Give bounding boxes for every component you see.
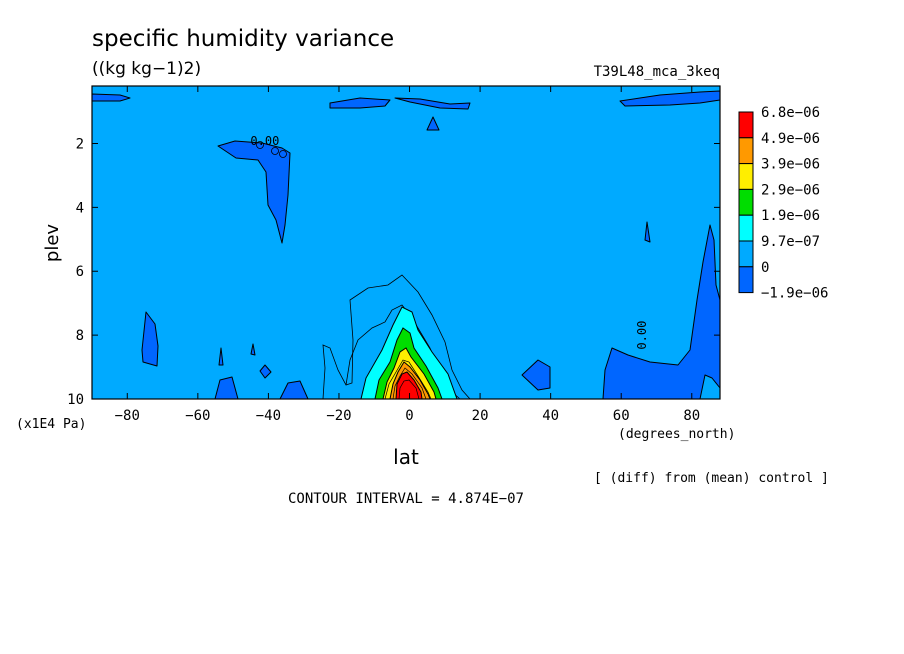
contour-label: 0.00	[635, 321, 649, 350]
neg-region-northern-lower	[602, 224, 721, 400]
neg-region-upper-mid	[329, 97, 391, 109]
neg-region-thin-northern	[644, 221, 651, 243]
neg-region-small-1	[218, 347, 224, 366]
neg-region-upper-eq	[394, 97, 471, 110]
contour-loop-2	[271, 147, 279, 155]
inner-contour-3	[398, 379, 420, 400]
colorbar-label: 3.9e−06	[761, 157, 820, 173]
colorbar-swatch	[738, 163, 754, 190]
neg-region-southern-subtropics	[217, 140, 291, 244]
colorbar-swatch	[738, 240, 754, 268]
x-tick-label: −40	[256, 408, 281, 424]
colorbar-swatch	[738, 111, 754, 139]
colorbar-swatch	[738, 214, 754, 242]
colorbar-label: 9.7e−07	[761, 234, 820, 250]
neg-region-bottom-mid	[521, 359, 551, 391]
inner-contour-2	[392, 367, 427, 400]
contour-loop-3	[279, 150, 287, 158]
x-tick-label: −60	[185, 408, 210, 424]
colorbar-label: 1.9e−06	[761, 208, 820, 224]
neg-region-spike	[426, 116, 440, 131]
x-tick-label: 80	[683, 408, 700, 424]
inner-contour-1	[384, 359, 432, 400]
colorbar-label: 6.8e−06	[761, 105, 820, 121]
y-tick-label: 2	[76, 136, 84, 152]
colorbar-label: 4.9e−06	[761, 131, 820, 147]
y-tick-label: 8	[76, 328, 84, 344]
contour-labels: 0.00 0.00	[250, 134, 648, 349]
y-axis: 2 4 6 8 10	[67, 136, 720, 408]
colorbar: 6.8e−06 4.9e−06 3.9e−06 2.9e−06 1.9e−06 9.7e−…	[738, 105, 828, 302]
x-axis-units: (degrees_north)	[618, 427, 735, 442]
run-label: T39L48_mca_3keq	[594, 64, 720, 80]
plot-area: 0.00 0.00	[91, 85, 721, 400]
positive-plume	[360, 306, 458, 400]
chart-subtitle: ((kg kg−1)2)	[92, 59, 201, 79]
colorbar-swatch	[738, 266, 754, 294]
contour-outer-1	[322, 274, 471, 400]
x-tick-label: −20	[326, 408, 351, 424]
x-axis-label: lat	[393, 445, 419, 469]
footer-note: [ (diff) from (mean) control ]	[594, 471, 829, 486]
colorbar-label: −1.9e−06	[761, 286, 828, 302]
x-tick-label: 60	[613, 408, 630, 424]
colorbar-label: 2.9e−06	[761, 182, 820, 198]
chart-title: specific humidity variance	[92, 26, 394, 52]
contour-label: 0.00	[250, 134, 279, 148]
x-tick-label: 40	[542, 408, 559, 424]
band-red	[395, 371, 423, 400]
x-tick-label: 20	[472, 408, 489, 424]
y-tick-label: 4	[76, 200, 84, 216]
x-tick-label: −80	[115, 408, 140, 424]
negative-regions	[91, 90, 721, 400]
colorbar-swatch	[738, 137, 754, 165]
contour-loop-1	[256, 141, 264, 149]
neg-region-left-mid	[141, 311, 159, 367]
colorbar-label: 0	[761, 260, 769, 276]
y-tick-label: 10	[67, 392, 84, 408]
y-axis-label: plev	[42, 224, 63, 263]
plot-frame	[91, 85, 721, 400]
y-tick-label: 6	[76, 264, 84, 280]
inner-contours	[384, 359, 432, 400]
x-tick-label: 0	[405, 408, 413, 424]
y-axis-units: (x1E4 Pa)	[16, 417, 86, 432]
neg-region-small-3	[259, 364, 272, 379]
contour-interval: CONTOUR INTERVAL = 4.874E−07	[288, 491, 524, 507]
colorbar-swatch	[738, 188, 754, 216]
x-axis: −80 −60 −40 −20 0 20 40 60 80	[115, 86, 700, 424]
neg-region-small-2	[250, 343, 256, 356]
